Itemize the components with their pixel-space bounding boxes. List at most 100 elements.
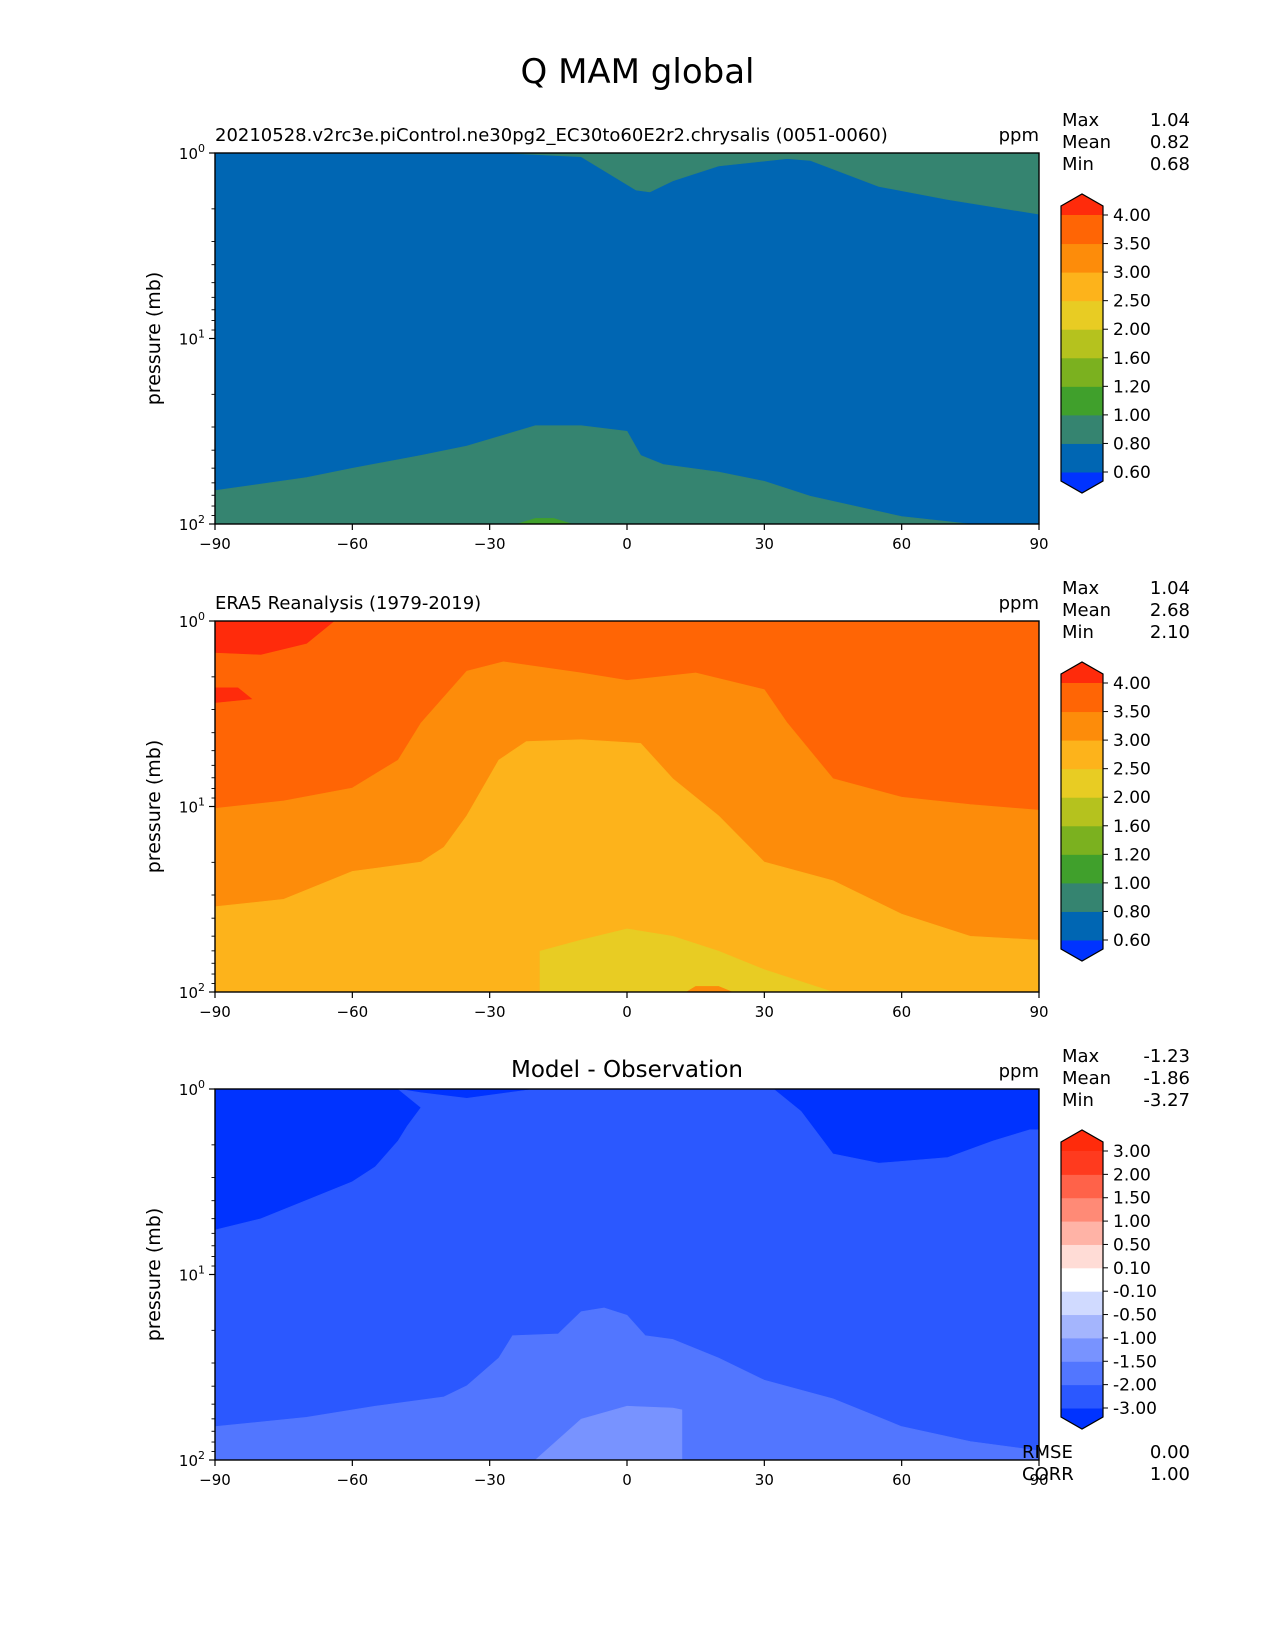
x-tick-label: −30 [474,535,506,553]
x-tick-label: 0 [622,1471,632,1489]
figure-title: Q MAM global [520,52,755,92]
y-tick-label: 101 [179,1264,205,1285]
x-tick-label: −90 [199,1003,231,1021]
colorbar-band [1061,443,1103,473]
colorbar-label: 3.50 [1113,235,1151,255]
colorbar-band [1061,1314,1103,1339]
stat-value-mean: 0.82 [1150,132,1190,153]
colorbar-label: 0.60 [1113,931,1151,951]
y-tick-label: 102 [179,1449,205,1470]
x-tick-label: 30 [755,1003,774,1021]
stat-value-max: 1.04 [1150,110,1190,131]
colorbar-label: 2.50 [1113,292,1151,312]
colorbar-extend-max [1061,1130,1103,1151]
panel-title: Model - Observation [511,1057,743,1083]
colorbar: -3.00 -2.00 -1.50 -1.00 -0.50 -0.10 0.10 0.50 1.… [1060,1129,1157,1430]
x-tick-label: 60 [892,535,911,553]
colorbar-band [1061,215,1103,245]
x-tick-label: 90 [1029,1003,1048,1021]
stat-label-corr: CORR [1022,1464,1074,1485]
colorbar-band [1061,1174,1103,1199]
stat-label-max: Max [1062,110,1100,131]
colorbar-label: 2.00 [1113,1165,1151,1185]
x-tick-label: 90 [1029,535,1048,553]
colorbar-band [1061,414,1103,444]
stat-value-mean: 2.68 [1150,600,1190,621]
colorbar-label: 0.80 [1113,902,1151,922]
colorbar-label: 1.50 [1113,1189,1151,1209]
colorbar-band [1061,768,1103,798]
colorbar-label: 1.20 [1113,845,1151,865]
colorbar-band [1061,1267,1103,1292]
x-tick-label: −60 [337,1003,369,1021]
colorbar-extend-max [1061,662,1103,683]
contour-region-2 [214,1307,1040,1461]
stat-value-rmse: 0.00 [1150,1442,1190,1463]
colorbar-label: 3.00 [1113,263,1151,283]
colorbar-label: 0.60 [1113,463,1151,483]
colorbar-label: 1.00 [1113,1212,1151,1232]
y-tick-label: 101 [179,328,205,349]
stat-value-max: -1.23 [1143,1046,1190,1067]
y-axis-label: pressure (mb) [143,740,165,874]
y-tick-label: 100 [179,1078,205,1099]
stat-label-min: Min [1062,154,1094,175]
colorbar-band [1061,300,1103,330]
x-tick-label: 90 [1029,1471,1048,1489]
panel-2: −90 −60 −30 0 30 60 90 100 101 102 pressure (mb) ER… [143,578,1190,1021]
stat-value-max: 1.04 [1150,578,1190,599]
colorbar-band [1061,329,1103,359]
stat-label-mean: Mean [1062,132,1111,153]
y-tick-label: 100 [179,610,205,631]
x-tick-label: 0 [622,535,632,553]
colorbar-extend-min [1061,1408,1103,1429]
contour-region-2 [214,425,971,525]
colorbar: 0.60 0.80 1.00 1.20 1.60 2.00 2.50 3.00 3.50 4.00 [1060,193,1151,494]
y-tick-label: 102 [179,513,205,534]
x-tick-label: 60 [892,1471,911,1489]
colorbar-band [1061,1197,1103,1222]
colorbar-band [1061,272,1103,302]
colorbar-outline [1060,661,1104,962]
colorbar-band [1061,1361,1103,1386]
colorbar-label: -0.50 [1113,1306,1157,1326]
colorbar-label: -1.50 [1113,1352,1157,1372]
colorbar-band [1061,683,1103,713]
colorbar-label: -3.00 [1113,1399,1157,1419]
x-tick-label: −60 [337,1471,369,1489]
colorbar-label: 2.00 [1113,788,1151,808]
panel-1: −90 −60 −30 0 30 60 90 100 101 102 pressure (mb) 20… [143,110,1190,553]
colorbar-label: 3.50 [1113,703,1151,723]
colorbar-label: 1.00 [1113,874,1151,894]
y-axis-label: pressure (mb) [143,272,165,406]
stat-value-min: 2.10 [1150,622,1190,643]
colorbar-label: 1.60 [1113,817,1151,837]
x-tick-label: −60 [337,535,369,553]
panel-title: ERA5 Reanalysis (1979-2019) [215,593,481,614]
x-tick-label: −90 [199,1471,231,1489]
stat-label-max: Max [1062,578,1100,599]
colorbar-label: 4.00 [1113,206,1151,226]
colorbar-band [1061,911,1103,941]
colorbar-band [1061,854,1103,884]
stat-label-rmse: RMSE [1022,1442,1073,1463]
colorbar-band [1061,1151,1103,1175]
stat-label-min: Min [1062,622,1094,643]
y-axis-label: pressure (mb) [143,1208,165,1342]
colorbar-outline [1060,193,1104,494]
units-label: ppm [999,125,1039,146]
colorbar-extend-min [1061,940,1103,961]
y-tick-label: 100 [179,142,205,163]
colorbar-band [1061,1291,1103,1316]
colorbar-label: 2.00 [1113,320,1151,340]
colorbar-label: 3.00 [1113,731,1151,751]
stat-value-min: -3.27 [1143,1090,1190,1111]
stat-value-min: 0.68 [1150,154,1190,175]
colorbar-band [1061,1384,1103,1409]
units-label: ppm [999,593,1039,614]
colorbar-label: 2.50 [1113,760,1151,780]
colorbar-band [1061,797,1103,827]
x-tick-label: 60 [892,1003,911,1021]
x-tick-label: −90 [199,535,231,553]
